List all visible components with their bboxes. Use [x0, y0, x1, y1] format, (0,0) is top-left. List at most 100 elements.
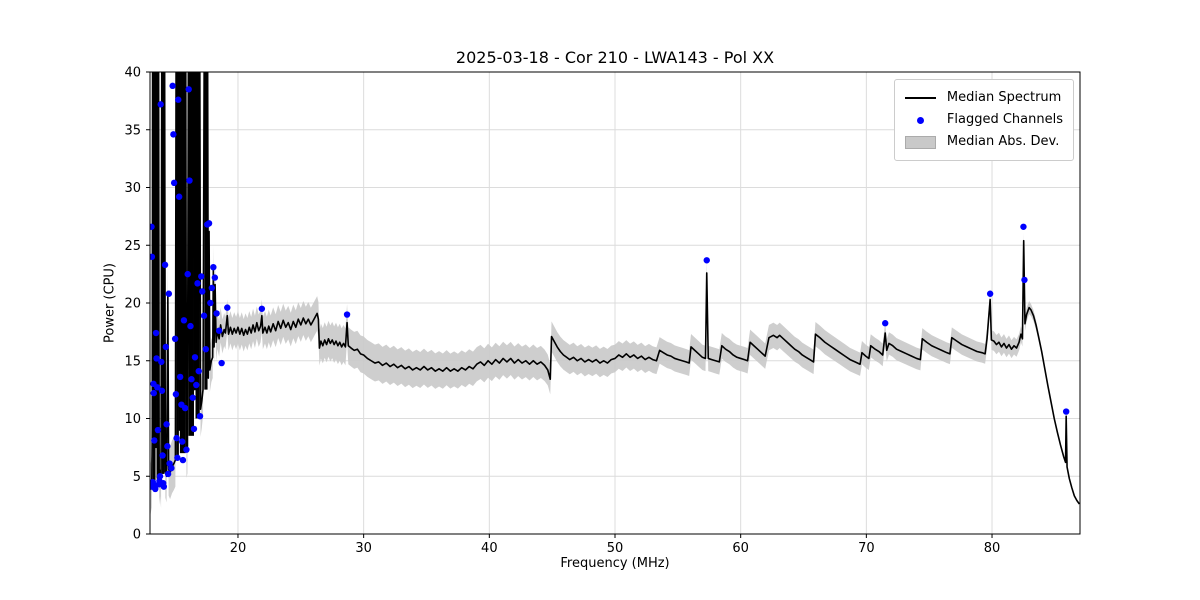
flagged-channel-dot: [258, 305, 266, 312]
flagged-channel-dot: [161, 261, 169, 269]
flagged-channel-dot: [181, 404, 189, 412]
flagged-channel-dot: [193, 381, 200, 389]
flagged-channel-dot: [173, 434, 180, 442]
x-tick-label: 80: [984, 541, 1001, 556]
flagged-channel-dot: [170, 131, 177, 138]
flagged-channel-dot: [188, 376, 195, 383]
flagged-channel-dot: [1020, 223, 1027, 230]
flagged-channel-dot: [190, 425, 198, 433]
flagged-channel-dot: [157, 101, 164, 108]
flagged-channel-dot: [150, 223, 155, 230]
x-tick-label: 60: [732, 541, 749, 556]
flagged-channel-dot: [151, 437, 158, 444]
ticks-group: 20 30 40 50 60 70 80 0 5 10 15 20 25 30 35 40: [124, 66, 1000, 557]
flagged-channel-dot: [154, 384, 161, 391]
legend: Median Spectrum Flagged Channels Median …: [893, 79, 1074, 161]
flagged-channel-dot: [205, 220, 213, 227]
flagged-channel-dot: [165, 290, 173, 297]
flagged-channel-dot: [174, 454, 181, 461]
flagged-channel-dot: [150, 389, 157, 397]
flagged-channel-dot: [196, 412, 204, 420]
x-tick-label: 70: [858, 541, 875, 556]
y-tick-label: 10: [124, 412, 141, 427]
flagged-channel-dot: [158, 387, 166, 394]
flagged-channel-dot: [175, 96, 182, 103]
flagged-channel-dot: [213, 310, 220, 317]
legend-label-mad: Median Abs. Dev.: [946, 134, 1060, 149]
flagged-channel-dot: [198, 273, 205, 280]
y-tick-label: 35: [124, 123, 141, 138]
y-tick-label: 20: [124, 297, 141, 312]
flagged-channel-dot: [163, 421, 170, 428]
flagged-channel-dot: [218, 359, 225, 367]
flagged-channel-dot: [210, 263, 217, 271]
flagged-channel-dot: [176, 373, 184, 381]
flagged-channel-dot: [986, 290, 994, 297]
x-tick-label: 20: [230, 541, 247, 556]
flagged-channel-dot: [200, 312, 208, 319]
flagged-channel-dot: [187, 322, 194, 330]
flagged-channel-dot: [184, 270, 191, 278]
x-axis-label: Frequency (MHz): [560, 556, 670, 571]
flagged-channel-dot: [882, 320, 889, 327]
saturated-column: [152, 72, 156, 483]
saturated-column: [204, 72, 208, 390]
legend-label-flagged-channels: Flagged Channels: [946, 112, 1063, 127]
saturated-column: [161, 72, 165, 474]
chart-title: 2025-03-18 - Cor 210 - LWA143 - Pol XX: [455, 48, 775, 67]
flagged-channel-dot: [1021, 276, 1028, 284]
flagged-channel-dot: [150, 253, 156, 260]
flagged-channel-dot: [152, 485, 159, 493]
flagged-channel-dot: [189, 394, 196, 401]
legend-dot-glyph: [904, 116, 938, 124]
flagged-channel-dot: [152, 329, 160, 337]
legend-patch-glyph: [904, 135, 938, 149]
flagged-channel-dot: [1062, 408, 1070, 415]
flagged-channel-dot: [178, 438, 186, 445]
flagged-channel-dot: [199, 288, 206, 295]
flagged-channel-dot: [154, 426, 162, 434]
flagged-channel-dot: [156, 473, 164, 480]
y-tick-label: 40: [124, 66, 141, 81]
y-tick-label: 0: [133, 528, 141, 543]
saturated-column: [188, 72, 194, 436]
y-tick-label: 15: [124, 354, 141, 369]
flagged-channel-dot: [186, 177, 193, 184]
flagged-channel-dot: [164, 443, 171, 450]
flagged-channel-dot: [185, 86, 192, 93]
flagged-channel-dot: [343, 311, 351, 318]
saturated-column: [179, 72, 186, 454]
flagged-channel-dot: [171, 335, 179, 343]
legend-item-flagged-channels: Flagged Channels: [904, 109, 1063, 131]
flagged-channel-dot: [158, 358, 165, 366]
flagged-channel-dot: [169, 82, 176, 90]
flagged-channel-dot: [172, 391, 180, 398]
legend-line-glyph: [904, 97, 938, 99]
x-tick-label: 50: [607, 541, 624, 556]
flagged-channel-dot: [211, 274, 219, 281]
saturated-column: [176, 72, 179, 459]
flagged-channel-dot: [191, 354, 199, 361]
median-spectrum-line: [150, 72, 1080, 505]
flagged-channel-dot: [164, 470, 172, 478]
y-tick-label: 30: [124, 181, 141, 196]
flagged-channel-dot: [703, 257, 710, 264]
saturated-column: [156, 72, 159, 479]
x-tick-label: 30: [355, 541, 372, 556]
flagged-channel-dot: [183, 446, 190, 453]
y-tick-label: 25: [124, 239, 141, 254]
x-tick-label: 40: [481, 541, 498, 556]
saturated-column: [195, 72, 200, 419]
flagged-channel-dot: [208, 284, 216, 292]
flagged-channel-dot: [160, 483, 168, 490]
flagged-channel-dot: [215, 327, 223, 334]
grid-group: [150, 71, 1080, 535]
flagged-channel-dot: [180, 317, 188, 324]
flagged-channel-dot: [168, 464, 175, 472]
legend-label-median-spectrum: Median Spectrum: [946, 90, 1062, 105]
y-tick-label: 5: [133, 470, 141, 485]
flagged-channel-dot: [159, 452, 166, 459]
flagged-channel-dot: [175, 193, 183, 200]
data-group: [150, 72, 1080, 515]
